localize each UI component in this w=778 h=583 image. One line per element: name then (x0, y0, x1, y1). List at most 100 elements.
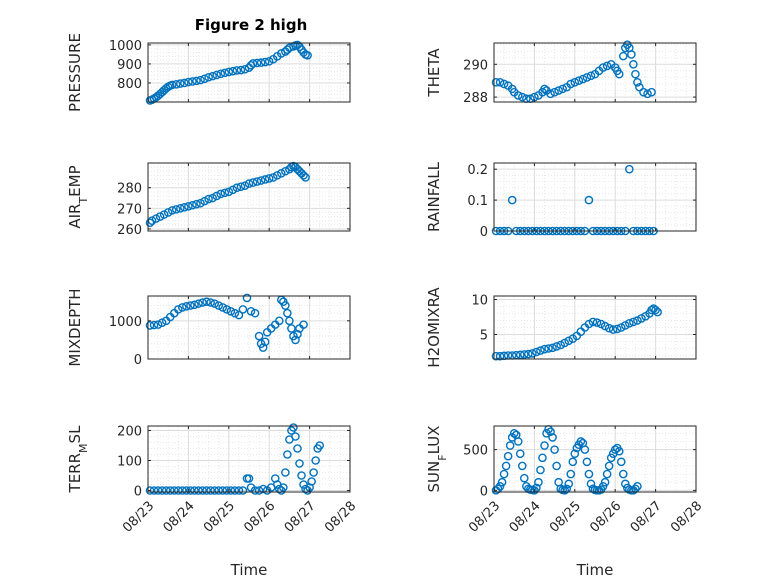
data-point (242, 293, 252, 303)
axes-box (147, 295, 351, 360)
data-point (625, 164, 634, 174)
data-point (568, 457, 578, 467)
data-point (301, 173, 310, 182)
data-point (540, 441, 549, 450)
data-point (576, 437, 586, 446)
data-point (212, 191, 221, 201)
data-point (248, 178, 258, 187)
y-tick-label: 1000 (109, 39, 142, 54)
subplot-2: 288 290 THETA (425, 40, 697, 106)
subplot-4: 0 0.1 0.2 RAINFALL (425, 161, 697, 240)
data-point (220, 68, 230, 78)
data-point (647, 87, 656, 97)
x-axis-label: Time (230, 561, 268, 579)
data-point (584, 469, 594, 479)
data-point (248, 59, 258, 68)
data-point (495, 351, 505, 361)
data-point (532, 347, 541, 357)
data-point (505, 441, 515, 450)
data-point (651, 305, 660, 315)
data-point (198, 486, 207, 495)
data-point (192, 199, 201, 209)
data-points (145, 423, 325, 495)
data-point (226, 486, 236, 495)
data-point (556, 340, 565, 350)
y-axis-label: THETA (425, 48, 443, 98)
y-tick-label: 0.1 (467, 194, 488, 209)
data-point (564, 336, 574, 346)
data-point (627, 50, 636, 59)
y-tick-label: 0.2 (467, 163, 488, 178)
figure-title: Figure 2 high (195, 16, 308, 34)
y-tick-label: 5 (480, 329, 488, 344)
data-point (596, 319, 606, 329)
data-point (491, 78, 501, 87)
data-point (588, 317, 598, 327)
data-point (277, 169, 286, 178)
data-point (268, 173, 278, 182)
data-point (176, 204, 185, 213)
data-point (309, 468, 318, 477)
data-point (238, 305, 248, 314)
data-point (548, 433, 557, 442)
data-point (637, 314, 646, 323)
data-point (155, 212, 165, 221)
data-point (566, 79, 576, 89)
data-point (564, 479, 574, 489)
data-point (192, 76, 201, 86)
data-point (171, 80, 181, 89)
data-point (208, 71, 217, 81)
data-point (234, 486, 244, 495)
data-point (307, 477, 316, 486)
data-point (604, 323, 614, 333)
data-point (258, 343, 268, 352)
data-point (171, 205, 181, 214)
data-point (499, 469, 509, 479)
data-point (178, 486, 187, 495)
subplot-3: 260 270 280 AIRTEMP (66, 161, 351, 238)
axes-box (493, 42, 697, 103)
data-point (598, 481, 608, 491)
data-point (240, 64, 250, 74)
data-point (149, 320, 159, 330)
data-point (303, 51, 312, 60)
data-point (145, 486, 155, 495)
data-point (604, 461, 614, 471)
data-point (281, 468, 290, 477)
data-point (548, 343, 557, 353)
data-point (210, 486, 219, 495)
data-point (602, 469, 612, 479)
data-point (507, 195, 517, 205)
data-point (222, 486, 232, 495)
data-point (281, 166, 290, 176)
data-point (228, 66, 238, 76)
data-point (540, 84, 549, 94)
data-point (550, 445, 559, 454)
data-point (287, 324, 296, 333)
data-point (582, 457, 592, 467)
y-axis-label: MIXDEPTH (66, 288, 84, 366)
data-points (491, 304, 662, 361)
y-tick-label: 0 (480, 484, 488, 499)
data-point (218, 303, 228, 312)
data-point (586, 71, 596, 81)
data-point (176, 79, 185, 88)
data-point (200, 74, 209, 84)
data-point (497, 477, 507, 487)
y-tick-label: 900 (117, 58, 142, 73)
data-point (210, 299, 219, 308)
data-point (600, 477, 610, 487)
data-point (224, 187, 234, 197)
data-point (639, 87, 648, 97)
data-point (202, 486, 211, 495)
data-point (299, 171, 308, 180)
data-point (246, 306, 256, 316)
data-point (184, 77, 193, 87)
y-tick-label: 500 (463, 444, 488, 459)
data-point (592, 318, 602, 327)
data-point (198, 298, 207, 307)
data-point (653, 307, 662, 317)
y-tick-label: 100 (117, 455, 142, 470)
data-point (182, 302, 191, 311)
data-point (250, 308, 260, 318)
